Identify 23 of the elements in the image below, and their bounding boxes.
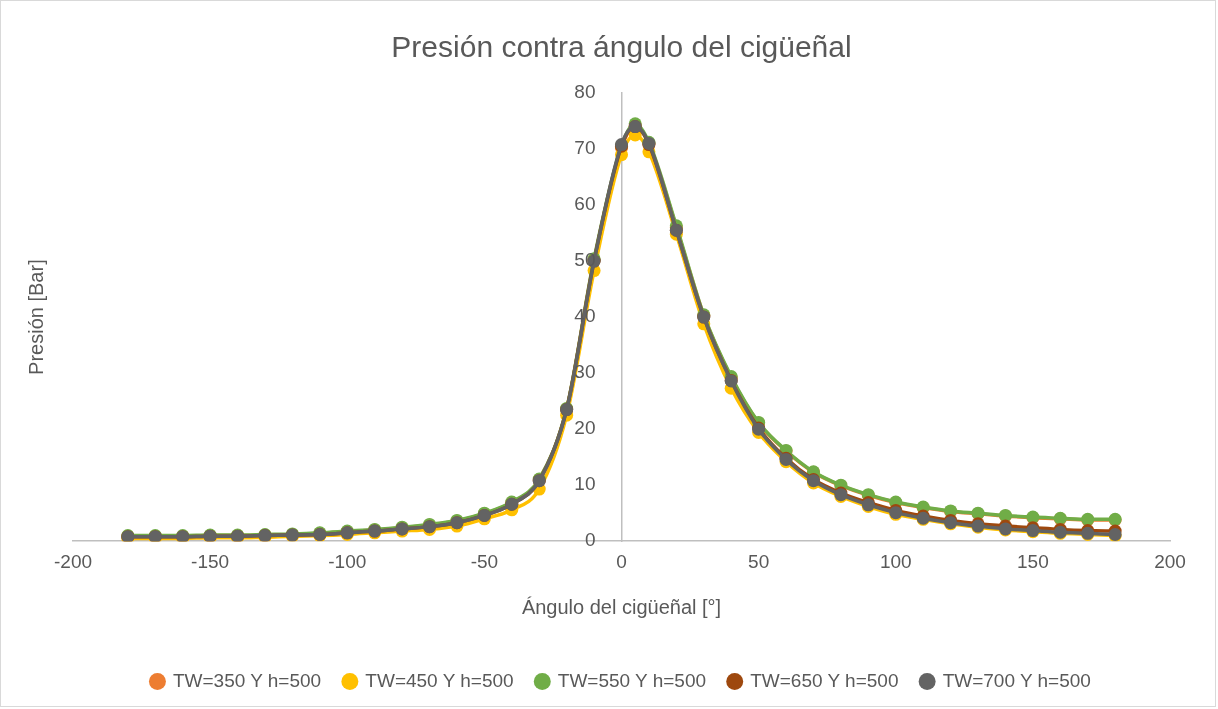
y-tick-label: 60 [574, 193, 596, 215]
legend-label: TW=450 Y h=500 [365, 669, 514, 691]
x-tick-label: 200 [1154, 550, 1186, 572]
x-tick-label: -50 [470, 550, 499, 572]
legend-label: TW=650 Y h=500 [750, 669, 899, 691]
legend-label: TW=550 Y h=500 [557, 669, 707, 691]
chart-title: Presión contra ángulo del cigüeñal [391, 30, 852, 64]
legend-label: TW=350 Y h=500 [172, 669, 322, 691]
y-tick-label: 80 [574, 81, 596, 103]
x-tick-label: -200 [53, 550, 93, 572]
y-axis-title: Presión [Bar] [24, 259, 47, 375]
x-tick-label: 150 [1017, 550, 1049, 572]
x-tick-label: -150 [191, 550, 230, 572]
x-tick-label: 0 [616, 550, 627, 572]
legend-label: TW=700 Y h=500 [942, 669, 1091, 691]
x-axis-title: Ángulo del cigüeñal [°] [521, 595, 722, 618]
y-tick-label: 10 [574, 473, 596, 495]
x-tick-label: 100 [879, 550, 912, 572]
y-tick-label: 20 [574, 417, 596, 439]
y-tick-label: 70 [574, 137, 596, 159]
y-tick-label: 0 [584, 529, 596, 551]
x-tick-label: 50 [748, 550, 770, 572]
x-tick-label: -100 [328, 550, 367, 572]
